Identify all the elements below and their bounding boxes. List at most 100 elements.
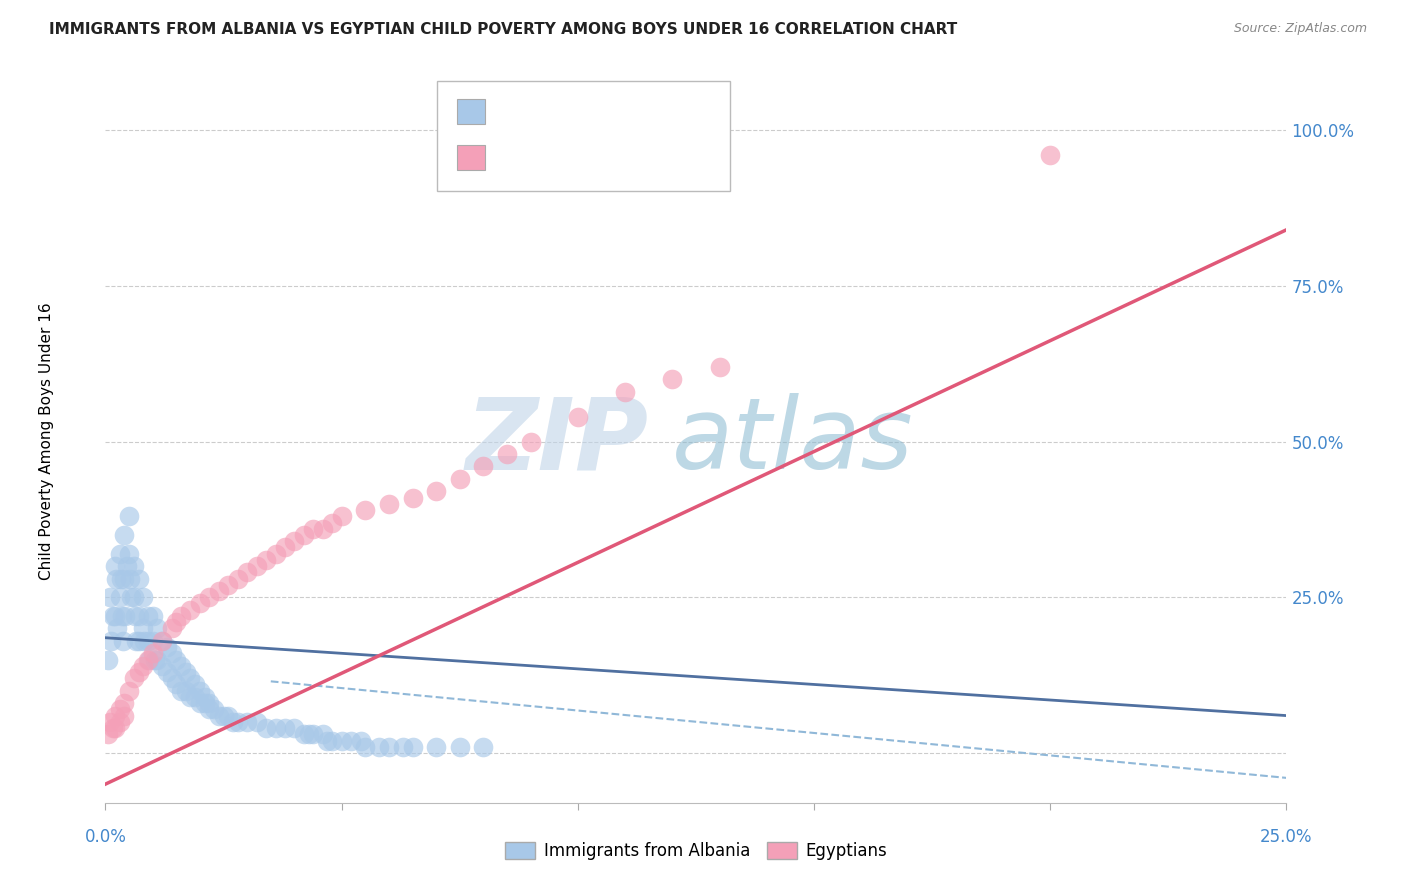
Point [115, 559, 138, 574]
Point [246, 559, 269, 574]
Point [174, 683, 197, 698]
Point [146, 621, 169, 635]
Point [134, 633, 156, 648]
Point [217, 708, 239, 723]
Point [354, 503, 377, 517]
Point [449, 472, 471, 486]
Text: atlas: atlas [672, 393, 914, 490]
Point [170, 609, 193, 624]
Point [136, 633, 159, 648]
Point [378, 497, 401, 511]
Point [472, 739, 495, 754]
Point [165, 652, 187, 666]
Point [112, 572, 135, 586]
Point [194, 696, 217, 710]
Point [160, 671, 183, 685]
Point [124, 609, 146, 624]
Point [198, 702, 221, 716]
Point [165, 615, 187, 630]
Point [264, 721, 287, 735]
Text: R =: R = [491, 103, 527, 120]
Point [136, 652, 159, 666]
Point [274, 721, 297, 735]
Point [349, 733, 371, 747]
Point [118, 547, 141, 561]
Point [297, 727, 319, 741]
Point [236, 714, 259, 729]
Text: 90: 90 [631, 103, 654, 120]
Point [125, 633, 148, 648]
Point [143, 652, 166, 666]
Point [236, 566, 259, 580]
Point [321, 516, 343, 530]
Text: R =: R = [491, 149, 527, 167]
Text: IMMIGRANTS FROM ALBANIA VS EGYPTIAN CHILD POVERTY AMONG BOYS UNDER 16 CORRELATIO: IMMIGRANTS FROM ALBANIA VS EGYPTIAN CHIL… [49, 22, 957, 37]
Point [378, 739, 401, 754]
Point [709, 359, 731, 374]
Point [104, 721, 127, 735]
Point [105, 621, 128, 635]
Point [112, 633, 135, 648]
Point [122, 559, 145, 574]
Point [254, 721, 277, 735]
Legend: Immigrants from Albania, Egyptians: Immigrants from Albania, Egyptians [499, 835, 893, 867]
Point [128, 665, 150, 679]
Point [188, 696, 211, 710]
Point [401, 739, 423, 754]
Point [179, 690, 201, 704]
Point [142, 609, 165, 624]
Point [138, 652, 160, 666]
Point [108, 714, 131, 729]
Point [111, 609, 134, 624]
Point [128, 572, 150, 586]
Point [108, 702, 131, 716]
Point [174, 665, 197, 679]
Point [128, 633, 150, 648]
Point [150, 633, 173, 648]
Point [132, 621, 155, 635]
Text: N =: N = [595, 149, 631, 167]
Point [198, 696, 221, 710]
Point [274, 541, 297, 555]
Text: 49: 49 [631, 149, 655, 167]
Point [264, 547, 287, 561]
Point [312, 522, 335, 536]
Point [150, 658, 173, 673]
Point [519, 434, 541, 449]
Point [146, 652, 169, 666]
Point [179, 671, 201, 685]
Point [114, 609, 136, 624]
Text: ZIP: ZIP [465, 393, 648, 490]
Point [425, 484, 447, 499]
Point [160, 646, 183, 660]
Point [165, 677, 187, 691]
Point [97, 727, 120, 741]
Point [118, 683, 141, 698]
Point [392, 739, 415, 754]
Point [150, 633, 173, 648]
Point [212, 708, 235, 723]
Point [188, 597, 211, 611]
Point [321, 733, 343, 747]
Point [496, 447, 519, 461]
Point [283, 534, 305, 549]
Point [108, 547, 131, 561]
Point [110, 572, 132, 586]
Point [112, 696, 135, 710]
Text: Source: ZipAtlas.com: Source: ZipAtlas.com [1233, 22, 1367, 36]
Point [661, 372, 683, 386]
Point [98, 714, 121, 729]
Point [104, 609, 127, 624]
Point [101, 721, 124, 735]
Text: 25.0%: 25.0% [1260, 828, 1313, 846]
Point [142, 633, 165, 648]
Point [136, 609, 159, 624]
Point [170, 658, 193, 673]
Point [104, 559, 127, 574]
Point [184, 677, 207, 691]
Point [340, 733, 363, 747]
Point [254, 553, 277, 567]
Point [449, 739, 471, 754]
Point [118, 509, 141, 524]
Point [425, 739, 447, 754]
